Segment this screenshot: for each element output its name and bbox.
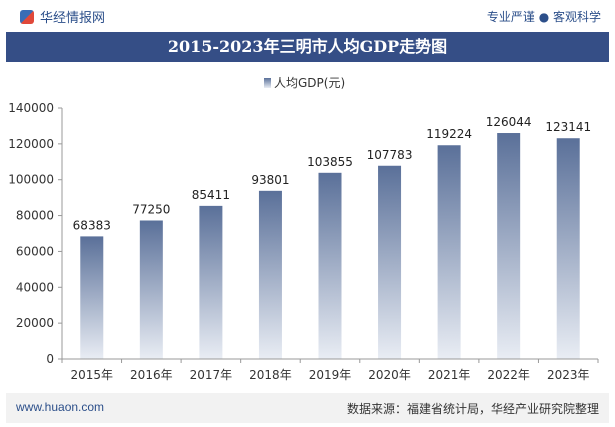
bar (199, 205, 223, 359)
y-tick-label: 40000 (16, 280, 54, 294)
footer-website-link[interactable]: www.huaon.com (16, 400, 105, 414)
chart-area: 人均GDP(元) 0 20000 40000 60000 80000 100000 1200… (6, 62, 609, 392)
bar-value-label: 85411 (192, 188, 230, 202)
legend: 人均GDP(元) (264, 76, 345, 90)
y-tick-label: 80000 (16, 209, 54, 223)
brand-name: 华经情报网 (40, 11, 106, 26)
x-tick-label: 2015年 (71, 368, 114, 382)
x-tick-label: 2022年 (487, 368, 530, 382)
bar-value-label: 77250 (132, 203, 170, 217)
top-bar: 华经情报网 专业严谨 ● 客观科学 (0, 0, 615, 30)
bar-value-label: 103855 (307, 155, 353, 169)
bar (258, 190, 282, 359)
bar-value-label: 123141 (545, 120, 591, 134)
bars: 68383 77250 85411 93801 103855 107783 119224 12… (73, 115, 591, 359)
y-tick-label: 100000 (8, 173, 54, 187)
y-tick-label: 20000 (16, 316, 54, 330)
bar (80, 236, 104, 359)
bar (497, 133, 521, 359)
bar (437, 145, 461, 359)
x-tick-label: 2019年 (309, 368, 352, 382)
bar-value-label: 93801 (251, 173, 289, 187)
y-tick-label: 60000 (16, 244, 54, 258)
x-tick-label: 2020年 (368, 368, 411, 382)
x-tick-label: 2017年 (190, 368, 233, 382)
y-tick-label: 0 (46, 352, 54, 366)
bar-value-label: 107783 (367, 148, 413, 162)
bar (318, 172, 342, 359)
x-tick-label: 2023年 (547, 368, 590, 382)
legend-label: 人均GDP(元) (274, 76, 345, 90)
y-tick-label: 120000 (8, 137, 54, 151)
y-axis: 0 20000 40000 60000 80000 100000 120000 140000 (8, 101, 63, 366)
x-tick-label: 2016年 (130, 368, 173, 382)
bar (378, 165, 402, 359)
x-tick-label: 2021年 (428, 368, 471, 382)
footer-source: 数据来源：福建省统计局，华经产业研究院整理 (346, 402, 599, 416)
x-tick-label: 2018年 (249, 368, 292, 382)
bar-value-label: 126044 (486, 115, 532, 129)
tagline: 专业严谨 ● 客观科学 (486, 10, 601, 24)
bar (139, 220, 163, 359)
y-tick-label: 140000 (8, 101, 54, 115)
bar-chart: 人均GDP(元) 0 20000 40000 60000 80000 100000 1200… (8, 76, 599, 382)
brand-logo-icon (20, 9, 34, 24)
legend-swatch (264, 78, 271, 88)
footer: www.huaon.com 数据来源：福建省统计局，华经产业研究院整理 (6, 393, 609, 423)
bar-value-label: 68383 (73, 218, 111, 232)
bar (556, 138, 580, 359)
bar-value-label: 119224 (426, 127, 472, 141)
title-band: 2015-2023年三明市人均GDP走势图 (6, 32, 609, 62)
brand[interactable]: 华经情报网 (20, 7, 105, 26)
chart-title: 2015-2023年三明市人均GDP走势图 (167, 37, 448, 56)
x-axis: 2015年 2016年 2017年 2018年 2019年 2020年 2021年 2022年… (61, 358, 599, 382)
